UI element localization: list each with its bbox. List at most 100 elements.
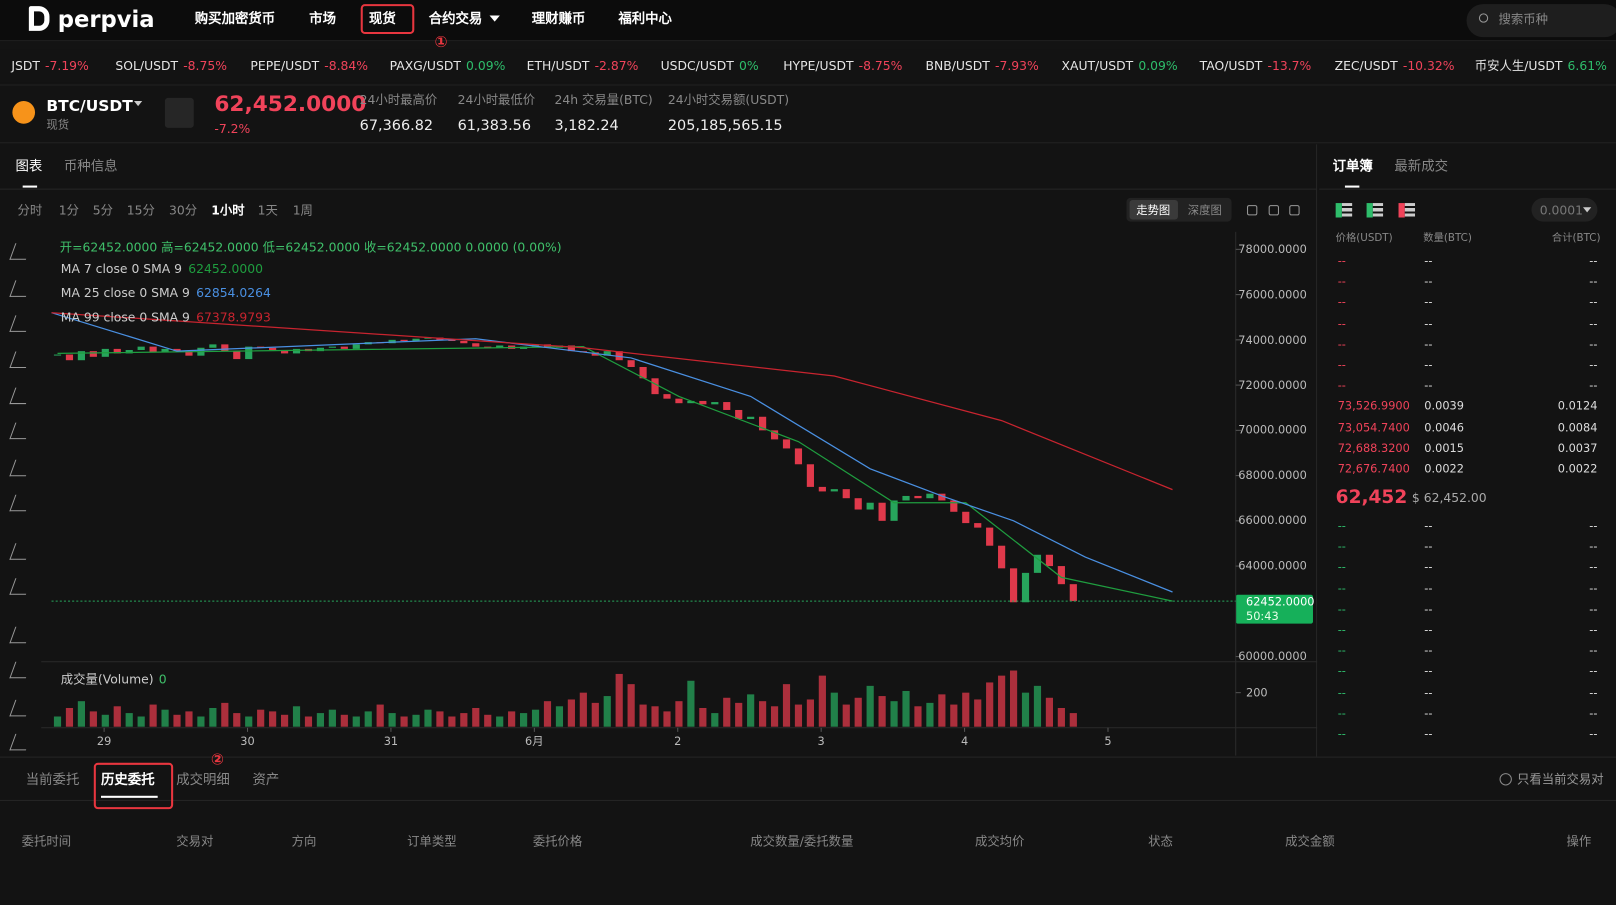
volume-bar xyxy=(1021,692,1030,727)
order-price: -- xyxy=(1337,358,1346,372)
y-tick-label: 64000.0000 xyxy=(1238,559,1307,573)
interval[interactable]: 1小时 xyxy=(211,203,245,218)
volume-bar xyxy=(173,714,181,727)
order-total: -- xyxy=(1589,727,1598,741)
volume-bar xyxy=(137,716,145,727)
volume-bar xyxy=(352,716,360,727)
nav-item[interactable]: 福利中心 xyxy=(618,11,672,28)
candle xyxy=(340,346,348,349)
ticker-pair[interactable]: BNB/USDT xyxy=(925,58,990,74)
nav-item[interactable]: 购买加密货币 xyxy=(194,11,276,28)
candle xyxy=(472,343,480,347)
order-price: -- xyxy=(1337,664,1346,679)
layout-icon[interactable] xyxy=(1366,203,1384,218)
candle xyxy=(842,489,850,499)
search-placeholder: 搜索币种 xyxy=(1498,12,1548,27)
candle xyxy=(782,439,791,449)
tab[interactable]: 当前委托 xyxy=(25,772,80,789)
checkbox-label[interactable]: 只看当前交易对 xyxy=(1517,772,1604,787)
ticker-pair[interactable]: PEPE/USDT xyxy=(250,58,320,74)
step-select[interactable] xyxy=(1531,197,1598,222)
chart-tool-icon[interactable] xyxy=(1247,205,1258,216)
column-header: 交易对 xyxy=(176,833,214,849)
volume-bar xyxy=(854,697,862,727)
chart-tool-icon[interactable] xyxy=(1268,205,1279,216)
interval[interactable]: 30分 xyxy=(169,203,198,218)
volume-bar xyxy=(1009,670,1018,727)
ticker-pair[interactable]: XAUT/USDT xyxy=(1061,58,1134,74)
volume-bar xyxy=(735,702,743,727)
search-box[interactable] xyxy=(1466,4,1616,38)
nav-item[interactable]: 合约交易 xyxy=(428,11,483,28)
volume-bar xyxy=(974,699,982,727)
volume-bar xyxy=(89,711,97,727)
last-price-label: 62452.0000 xyxy=(1245,595,1315,609)
chart-tool-icon[interactable] xyxy=(1289,205,1300,216)
ticker-pair[interactable]: ZEC/USDT xyxy=(1334,58,1398,74)
tab[interactable]: 资产 xyxy=(252,772,280,789)
column-header: 方向 xyxy=(291,833,317,849)
order-amount: -- xyxy=(1424,581,1433,595)
candle xyxy=(711,402,719,405)
ticker-change: 0.09% xyxy=(1138,58,1178,74)
candle xyxy=(603,351,611,356)
volume-bar xyxy=(555,706,564,727)
checkbox[interactable] xyxy=(1499,773,1512,786)
interval[interactable]: 1周 xyxy=(292,203,313,218)
candle xyxy=(185,351,193,356)
order-total: -- xyxy=(1589,706,1598,720)
volume-bar xyxy=(221,702,229,727)
tab[interactable]: 币种信息 xyxy=(63,159,118,175)
ticker-pair[interactable]: TAO/USDT xyxy=(1199,58,1263,74)
candle xyxy=(400,339,408,341)
candle xyxy=(675,398,683,404)
nav-item[interactable]: 市场 xyxy=(309,11,336,28)
nav-item[interactable]: 现货 xyxy=(368,11,396,28)
layout-icon[interactable] xyxy=(1335,203,1353,218)
candle xyxy=(735,409,743,420)
candle xyxy=(65,354,74,361)
nav-item[interactable]: 理财赚币 xyxy=(531,11,586,28)
tab[interactable]: 历史委托 xyxy=(100,772,155,789)
ma-line xyxy=(51,312,1173,593)
ticker-pair[interactable]: 币安人生/USDT xyxy=(1474,58,1563,74)
view-active[interactable] xyxy=(1129,199,1178,220)
view-tab[interactable]: 走势图 xyxy=(1136,203,1171,217)
volume-bar xyxy=(914,706,922,727)
ticker-pair[interactable]: USDC/USDT xyxy=(660,58,734,74)
volume-bar xyxy=(280,714,289,727)
ticker-pair[interactable]: JSDT xyxy=(11,58,40,74)
ticker-pair[interactable]: SOL/USDT xyxy=(115,58,179,74)
candle xyxy=(998,545,1006,569)
view-tab[interactable]: 深度图 xyxy=(1187,203,1222,217)
favorite-button[interactable] xyxy=(164,97,194,128)
candle xyxy=(759,416,767,431)
candle xyxy=(269,347,277,351)
annotation: ① xyxy=(434,32,448,52)
order-total: -- xyxy=(1589,379,1598,393)
ticker-pair[interactable]: HYPE/USDT xyxy=(783,58,854,74)
volume-bar xyxy=(950,704,958,727)
interval[interactable]: 15分 xyxy=(126,203,155,218)
order-price: -- xyxy=(1337,316,1346,330)
ticker-pair[interactable]: PAXG/USDT xyxy=(389,58,461,74)
tab[interactable]: 成交明细 xyxy=(176,772,230,789)
volume-bar xyxy=(806,699,814,727)
interval[interactable]: 5分 xyxy=(92,203,113,218)
column-header: 状态 xyxy=(1148,833,1173,849)
candle xyxy=(878,502,886,521)
layout-icon[interactable] xyxy=(1398,203,1416,218)
tab[interactable]: 订单簿 xyxy=(1332,159,1373,175)
interval[interactable]: 分时 xyxy=(17,203,43,218)
order-total: -- xyxy=(1589,358,1598,372)
volume-bar xyxy=(520,713,528,727)
tab[interactable]: 图表 xyxy=(15,159,43,175)
ticker-pair[interactable]: ETH/USDT xyxy=(526,58,590,74)
interval[interactable]: 1分 xyxy=(58,203,79,218)
volume-bar xyxy=(113,706,121,727)
volume-bar xyxy=(890,701,898,727)
volume-bar xyxy=(424,709,432,727)
order-price: -- xyxy=(1337,602,1346,616)
interval[interactable]: 1天 xyxy=(257,203,278,218)
tab[interactable]: 最新成交 xyxy=(1394,159,1449,175)
